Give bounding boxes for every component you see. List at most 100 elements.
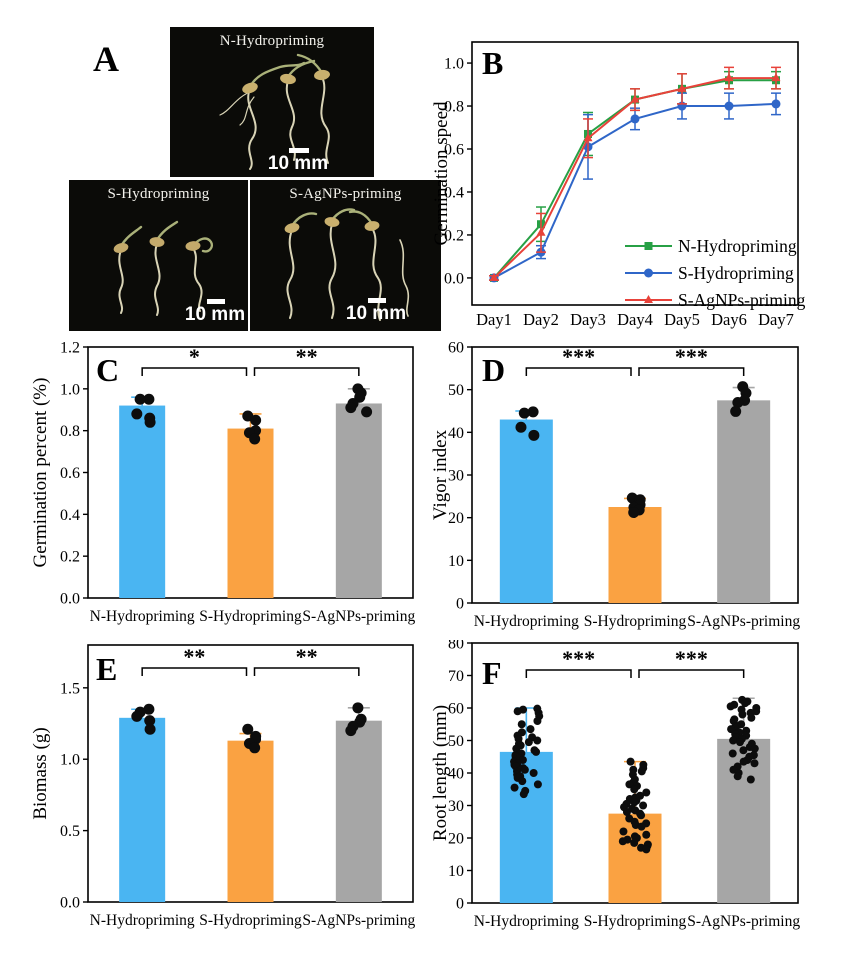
panel-c-germination-percent-chart: 0.0 0.2 0.4 0.6 0.8 1.0 1.2 Germination percent… [30,340,415,626]
y-tick-label: 20 [448,831,464,848]
x-category-label-S-Hydropriming: S-Hydropriming [199,912,302,929]
y-tick-label: 1.0 [444,56,464,73]
x-tick-label: Day7 [758,310,794,329]
data-point [625,780,634,789]
y-tick-label: 50 [448,733,464,750]
legend-label-S-Hydropriming: S-Hydropriming [678,263,794,283]
data-point [741,699,750,708]
data-point [361,406,373,418]
seedlings-art-n-hydropriming [219,53,330,170]
x-category-label-S-AgNPs-priming: S-AgNPs-priming [687,913,800,930]
scatter-N-Hydropriming [131,393,156,428]
data-point [729,736,738,745]
y-tick-label: 0.6 [60,465,80,482]
scale-label: 10 mm [184,304,246,325]
series-marker [644,295,653,303]
data-point [533,780,542,789]
data-point [526,725,535,734]
x-category-label-S-Hydropriming: S-Hydropriming [584,913,687,930]
series-marker [630,114,640,124]
plot-frame [471,41,799,306]
scale-bar [289,148,309,153]
data-point [628,507,640,519]
panel-b-germination-speed-chart: 0.0 0.2 0.4 0.6 0.8 1.0 Germination speed B Day1… [431,41,806,329]
y-tick-label: 0.2 [60,549,80,566]
data-point [518,777,527,786]
x-category-label-N-Hydropriming: N-Hydropriming [474,613,579,630]
data-point [345,402,357,414]
significance-bracket [638,367,745,376]
x-category-label-N-Hydropriming: N-Hydropriming [474,913,579,930]
data-point [352,702,364,714]
x-category-label-N-Hydropriming: N-Hydropriming [90,912,195,929]
scatter-S-AgNPs-priming [726,695,761,784]
data-point [513,707,522,716]
data-point [250,414,262,426]
significance-label: *** [562,344,595,369]
data-point [630,798,639,807]
photo-n-hydropriming: N-Hydropriming 10 mm [170,27,374,177]
data-point [733,772,742,781]
bar-S-Hydropriming [608,507,662,603]
data-point [144,715,156,727]
data-point [626,757,635,766]
data-point [143,393,155,405]
y-tick-label: 80 [448,640,464,653]
data-point [515,421,527,433]
y-tick-label: 0.8 [60,423,80,440]
y-tick-label: 40 [448,766,464,783]
y-axis-title: Vigor index [430,429,451,520]
data-point [143,703,155,715]
x-category-label-S-AgNPs-priming: S-AgNPs-priming [687,613,800,630]
photo-title: N-Hydropriming [219,33,325,49]
scatter-S-Hydropriming [626,492,646,519]
series-marker [630,94,640,103]
series-marker [724,101,734,111]
data-point [726,702,735,711]
y-tick-label: 30 [448,798,464,815]
data-point [131,710,143,722]
photo-s-hydropriming: S-Hydropriming 10 mm [69,180,248,331]
significance-label: *** [675,344,708,369]
series-marker [489,272,499,281]
panel-letter: C [96,352,119,388]
y-tick-label: 1.2 [60,340,80,357]
data-point [144,416,156,428]
data-point [520,765,529,774]
panel-letter: B [482,45,503,81]
data-point [750,744,759,753]
scatter-N-Hydropriming [515,406,540,441]
scale-bar [368,298,386,303]
y-tick-label: 10 [448,553,464,570]
photo-title: S-AgNPs-priming [289,186,402,202]
bar-S-AgNPs-priming [717,400,771,603]
bar-S-AgNPs-priming [335,403,382,598]
scatter-S-AgNPs-priming [345,702,367,737]
data-point [619,827,628,836]
data-point [750,759,759,768]
data-point [533,736,542,745]
x-category-label-S-Hydropriming: S-Hydropriming [584,613,687,630]
y-axis-title: Root length (mm) [430,705,451,841]
significance-label: *** [675,646,708,671]
data-point [642,845,651,854]
y-tick-label: 70 [448,668,464,685]
scale-label: 10 mm [345,303,407,324]
y-tick-label: 10 [448,863,464,880]
y-tick-label: 0 [456,896,464,913]
data-point [746,775,755,784]
data-point [630,838,639,847]
panel-a-label: A [93,39,119,79]
series-marker [536,227,546,236]
y-tick-label: 1.5 [60,680,80,697]
scatter-S-Hydropriming [242,410,262,445]
y-tick-label: 0.0 [60,895,80,912]
legend-label-S-AgNPs-priming: S-AgNPs-priming [678,290,806,310]
data-point [134,393,146,405]
significance-bracket [253,667,360,676]
x-tick-label: Day2 [523,310,559,329]
scatter-S-Hydropriming [618,757,652,854]
scatter-S-AgNPs-priming [730,381,752,417]
y-axis-title: Germination percent (%) [30,378,51,568]
series-marker [644,268,653,278]
